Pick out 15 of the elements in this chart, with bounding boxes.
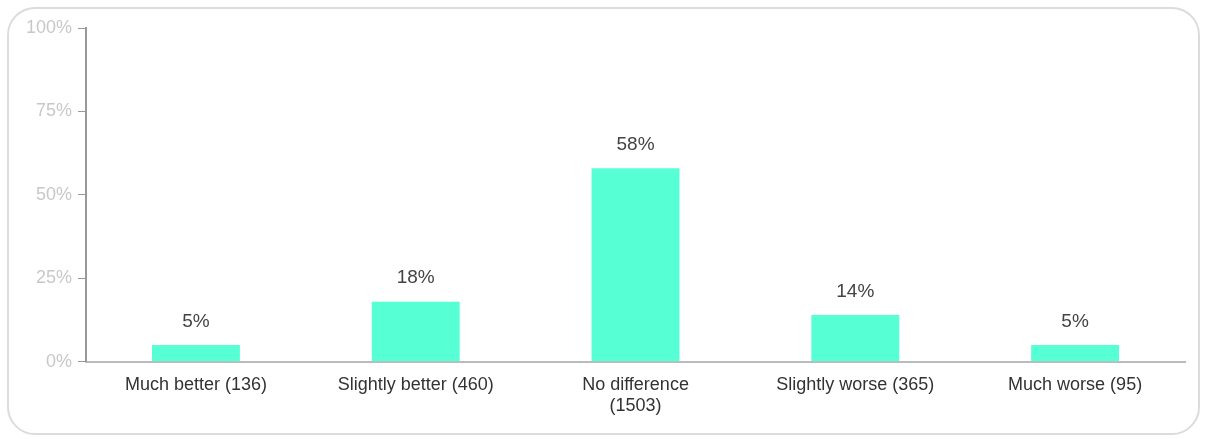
x-tick-label: Much better (136): [124, 373, 267, 394]
x-tick-label: No difference (1503): [582, 373, 689, 416]
bar: [591, 168, 680, 362]
bar: [1031, 345, 1120, 362]
bar: [371, 301, 460, 362]
x-tick-label: Slightly worse (365): [776, 373, 935, 394]
data-label: 18%: [396, 266, 435, 288]
data-label: 58%: [616, 132, 655, 154]
data-label: 14%: [836, 279, 875, 301]
data-label: 5%: [1061, 309, 1089, 331]
x-tick-label: Much worse (95): [1008, 373, 1143, 394]
bar: [151, 345, 240, 362]
x-tick-label: Slightly better (460): [337, 373, 494, 394]
data-label: 5%: [182, 309, 210, 331]
bar: [811, 315, 900, 362]
